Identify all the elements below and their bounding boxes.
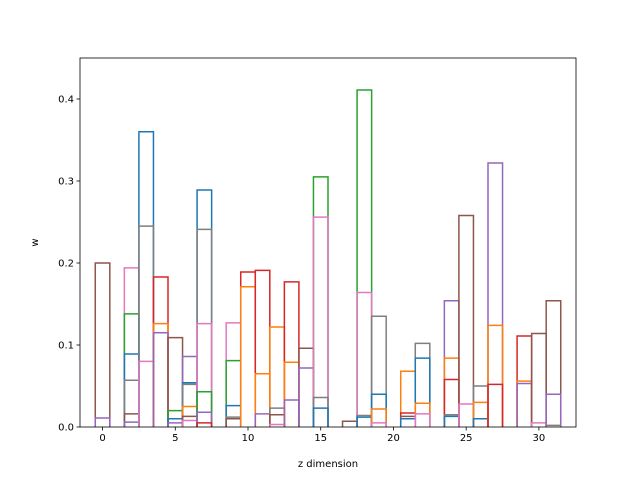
bin-group [196,189,213,427]
bar-outline [545,299,562,427]
x-tick-label: 0 [99,433,105,444]
bin-group [370,315,387,427]
bar-outline [487,383,504,427]
y-axis-label: w [30,238,41,246]
bin-group [312,176,329,427]
bar-outline [370,315,387,427]
y-tick-label: 0.0 [58,423,74,434]
x-tick-label: 15 [314,433,327,444]
bar-outline [196,422,213,427]
bar-outline [458,214,475,427]
bar-outline [487,324,504,427]
bar-outline [196,390,213,427]
bar-outline [370,422,387,427]
bin-group [487,162,504,427]
bin-group [94,262,111,427]
bar-outline [312,216,329,427]
bar-outline [196,322,213,427]
bar-outline [196,411,213,427]
bar-outline [414,413,431,427]
bar-outline [545,424,562,427]
x-tick-label: 30 [533,433,546,444]
x-tick-label: 25 [460,433,473,444]
bar-outline [356,89,373,427]
bar-outline [545,393,562,427]
bar-outline [312,407,329,427]
y-axis-ticks: 0.0 0.1 0.2 0.3 0.4 [58,95,80,434]
bar-outline [370,408,387,427]
bar-outline [94,262,111,427]
bar-outline [94,417,111,427]
bar-outline [487,162,504,427]
x-tick-label: 10 [242,433,255,444]
y-tick-label: 0.3 [58,177,74,188]
plot-frame [79,57,577,428]
bin-group [414,342,431,427]
y-tick-label: 0.4 [58,95,74,106]
bar-outline [414,357,431,427]
x-tick-label: 5 [172,433,178,444]
y-tick-label: 0.1 [58,341,74,352]
bin-group [545,299,562,427]
x-tick-label: 20 [387,433,400,444]
x-axis-label: z dimension [298,459,358,470]
chart-marks [94,89,562,427]
y-tick-label: 0.2 [58,259,74,270]
x-axis-ticks: 0 5 10 15 20 25 30 [99,427,545,444]
